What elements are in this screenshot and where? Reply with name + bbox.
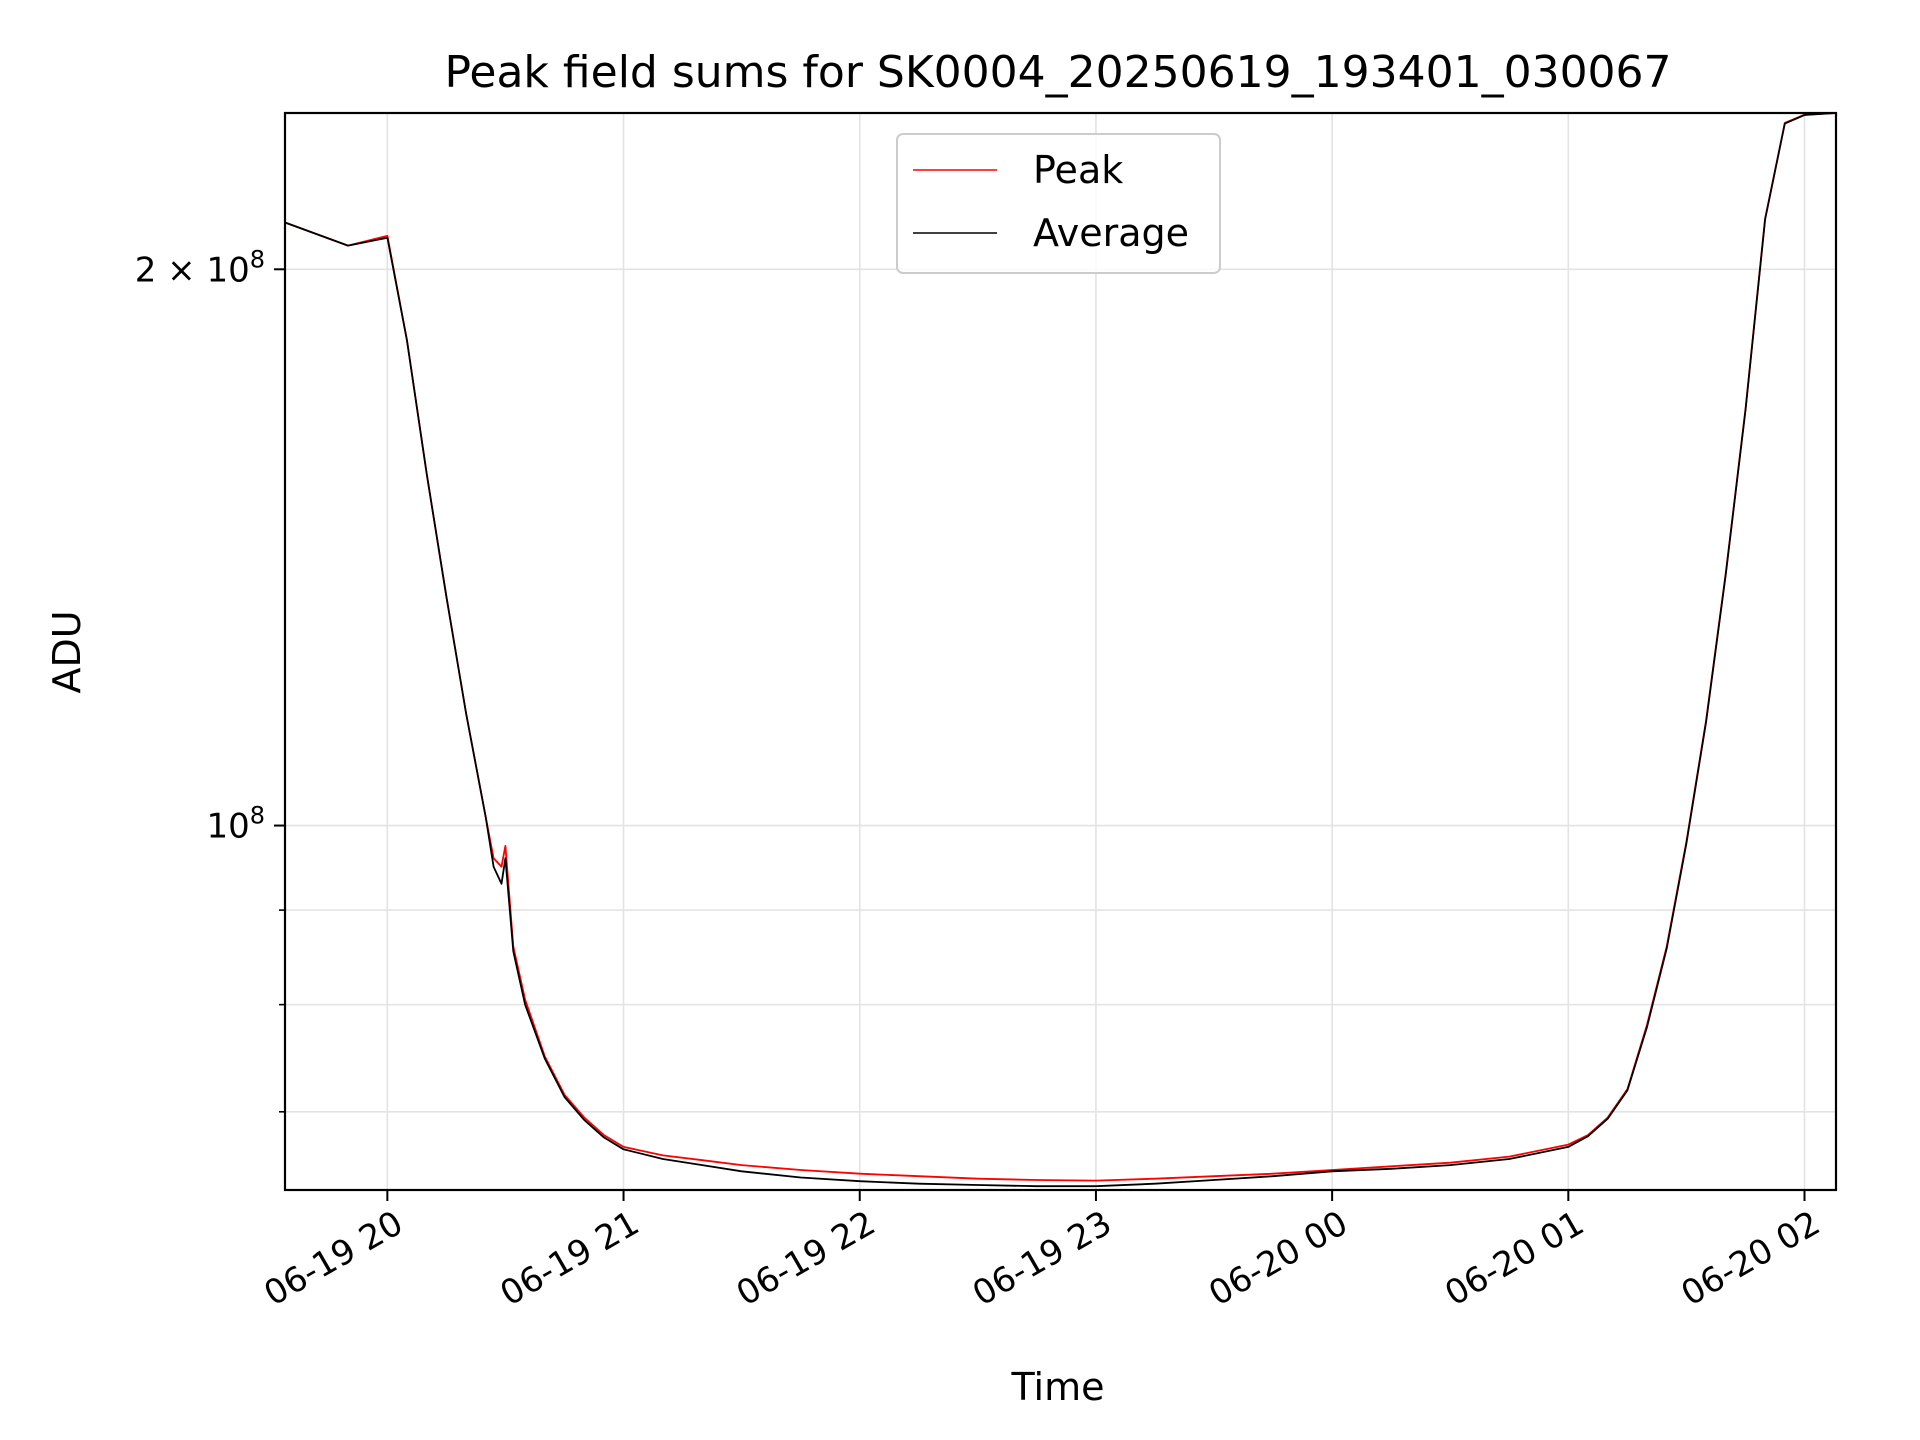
legend: Peak Average bbox=[896, 133, 1221, 274]
x-axis-label: Time bbox=[1011, 1365, 1105, 1409]
plot-frame bbox=[283, 111, 1838, 1192]
legend-label-peak: Peak bbox=[1033, 148, 1123, 192]
y-tick-label: 2 × 108 bbox=[135, 245, 265, 290]
y-tick-label: 108 bbox=[206, 802, 265, 847]
chart-title: Peak field sums for SK0004_20250619_1934… bbox=[444, 47, 1671, 98]
grid bbox=[285, 113, 1836, 1190]
y-axis-label: ADU bbox=[45, 610, 89, 693]
legend-box bbox=[896, 133, 1221, 274]
legend-label-average: Average bbox=[1033, 211, 1189, 255]
series-line-average bbox=[284, 112, 1837, 1188]
series-layer bbox=[284, 112, 1837, 1188]
y-axis-ticks: 108 2 × 108 bbox=[135, 245, 285, 1113]
